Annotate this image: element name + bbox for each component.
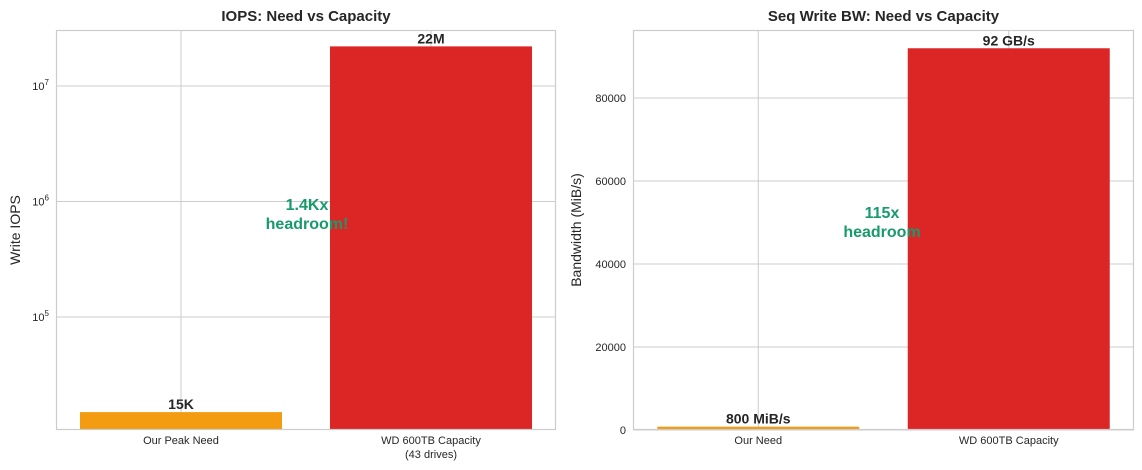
y-ticks: 0 20000 40000 60000 80000 bbox=[595, 93, 626, 437]
plot-frame bbox=[55, 29, 557, 431]
iops-chart: IOPS: Need vs Capacity Write IOPS 105 106… bbox=[7, 8, 557, 461]
bar-value-label: 92 GB/s bbox=[983, 32, 1035, 48]
headroom-annotation: 115x headroom bbox=[843, 205, 920, 241]
bar-labels: 800 MiB/s 92 GB/s bbox=[726, 32, 1035, 426]
y-axis-label: Write IOPS bbox=[7, 195, 23, 265]
y-tick-label: 60000 bbox=[595, 176, 626, 188]
plot-frame bbox=[632, 29, 1135, 431]
x-tick-label: WD 600TB Capacity bbox=[381, 435, 481, 447]
capacity-bar bbox=[330, 46, 532, 430]
x-tick-label: Our Peak Need bbox=[143, 435, 219, 447]
annotation-line-1: 1.4Kx bbox=[286, 197, 329, 214]
annotation-line-2: headroom bbox=[843, 224, 920, 241]
annotation-line-1: 115x bbox=[865, 205, 900, 222]
y-tick-label: 0 bbox=[620, 425, 626, 437]
y-tick-label: 105 bbox=[32, 309, 49, 324]
y-tick-label: 40000 bbox=[595, 259, 626, 271]
x-tick-label-line-2: (43 drives) bbox=[405, 449, 457, 461]
annotation-line-2: headroom! bbox=[266, 216, 349, 233]
y-tick-label: 80000 bbox=[595, 93, 626, 105]
x-ticks: Our Peak Need WD 600TB Capacity (43 drives… bbox=[143, 435, 481, 461]
y-ticks: 105 106 107 bbox=[32, 78, 49, 324]
y-tick-label: 20000 bbox=[595, 342, 626, 354]
y-tick-label: 106 bbox=[32, 193, 49, 208]
need-bar bbox=[80, 412, 282, 430]
y-tick-label: 107 bbox=[32, 78, 49, 93]
bar-labels: 15K 22M bbox=[168, 30, 444, 412]
bandwidth-chart: Seq Write BW: Need vs Capacity Bandwidth… bbox=[568, 8, 1135, 447]
need-bar bbox=[657, 426, 860, 430]
chart-title: IOPS: Need vs Capacity bbox=[221, 8, 391, 25]
x-ticks: Our Need WD 600TB Capacity bbox=[734, 435, 1059, 447]
bar-value-label: 800 MiB/s bbox=[726, 411, 791, 427]
bar-value-label: 15K bbox=[168, 396, 194, 412]
bars bbox=[80, 46, 532, 430]
capacity-bar bbox=[907, 48, 1110, 430]
bars bbox=[657, 48, 1110, 430]
bar-value-label: 22M bbox=[417, 30, 444, 46]
x-tick-label: Our Need bbox=[734, 435, 782, 447]
x-tick-label: WD 600TB Capacity bbox=[959, 435, 1059, 447]
y-axis-label: Bandwidth (MiB/s) bbox=[568, 173, 584, 287]
chart-title: Seq Write BW: Need vs Capacity bbox=[768, 8, 1000, 25]
headroom-annotation: 1.4Kx headroom! bbox=[266, 197, 349, 233]
